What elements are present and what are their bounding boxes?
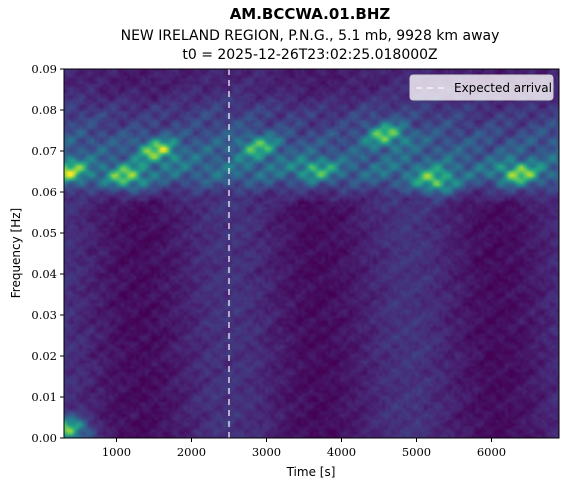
spectrogram-plot-area <box>64 69 559 438</box>
y-tick-label: 0.06 <box>31 185 57 199</box>
y-tick-label: 0.03 <box>31 308 57 322</box>
legend: Expected arrival <box>409 74 554 101</box>
x-axis-label: Time [s] <box>286 465 336 479</box>
y-tick-label: 0.07 <box>31 144 57 158</box>
x-tick-label: 5000 <box>402 445 431 459</box>
y-tick-label: 0.02 <box>31 349 57 363</box>
y-tick-label: 0.00 <box>31 431 57 445</box>
y-tick-label: 0.08 <box>31 103 57 117</box>
y-tick-label: 0.05 <box>31 226 57 240</box>
y-tick-label: 0.09 <box>31 62 57 76</box>
x-tick-label: 2000 <box>177 445 206 459</box>
x-tick-label: 3000 <box>252 445 281 459</box>
plot-frame <box>63 68 560 439</box>
spectrogram-heatmap <box>64 69 559 438</box>
chart-title: AM.BCCWA.01.BHZ <box>230 5 391 23</box>
x-tick-label: 1000 <box>102 445 131 459</box>
y-tick-label: 0.01 <box>31 390 57 404</box>
legend-entry-expected-arrival: Expected arrival <box>454 81 552 95</box>
x-tick-label: 6000 <box>477 445 506 459</box>
x-tick-label: 4000 <box>327 445 356 459</box>
legend-box <box>409 74 554 101</box>
chart-subtitle-time: t0 = 2025-12-26T23:02:25.018000Z <box>182 47 437 63</box>
x-axis: 1000 2000 3000 4000 5000 6000 <box>102 438 506 459</box>
y-axis-label: Frequency [Hz] <box>9 208 23 299</box>
chart-subtitle: NEW IRELAND REGION, P.N.G., 5.1 mb, 9928… <box>121 28 500 44</box>
y-axis: 0.00 0.01 0.02 0.03 0.04 0.05 0.06 0.07 0.08 0.09 <box>31 62 64 445</box>
y-tick-label: 0.04 <box>31 267 57 281</box>
